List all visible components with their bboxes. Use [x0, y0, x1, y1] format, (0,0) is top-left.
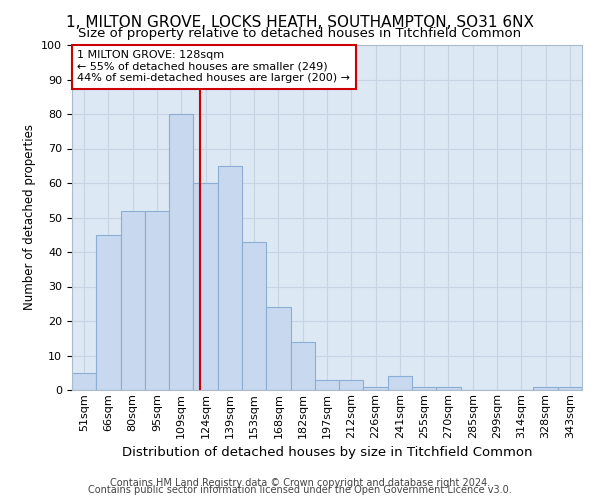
Bar: [96, 235, 121, 390]
Bar: [388, 376, 412, 390]
Bar: [339, 380, 364, 390]
Bar: [436, 386, 461, 390]
Text: Size of property relative to detached houses in Titchfield Common: Size of property relative to detached ho…: [79, 28, 521, 40]
X-axis label: Distribution of detached houses by size in Titchfield Common: Distribution of detached houses by size …: [122, 446, 532, 459]
Bar: [290, 342, 315, 390]
Bar: [315, 380, 339, 390]
Bar: [364, 386, 388, 390]
Bar: [193, 183, 218, 390]
Bar: [558, 386, 582, 390]
Y-axis label: Number of detached properties: Number of detached properties: [23, 124, 36, 310]
Text: Contains HM Land Registry data © Crown copyright and database right 2024.: Contains HM Land Registry data © Crown c…: [110, 478, 490, 488]
Bar: [266, 307, 290, 390]
Bar: [145, 210, 169, 390]
Text: Contains public sector information licensed under the Open Government Licence v3: Contains public sector information licen…: [88, 485, 512, 495]
Bar: [533, 386, 558, 390]
Bar: [121, 210, 145, 390]
Text: 1 MILTON GROVE: 128sqm
← 55% of detached houses are smaller (249)
44% of semi-de: 1 MILTON GROVE: 128sqm ← 55% of detached…: [77, 50, 350, 84]
Bar: [72, 373, 96, 390]
Bar: [218, 166, 242, 390]
Text: 1, MILTON GROVE, LOCKS HEATH, SOUTHAMPTON, SO31 6NX: 1, MILTON GROVE, LOCKS HEATH, SOUTHAMPTO…: [66, 15, 534, 30]
Bar: [412, 386, 436, 390]
Bar: [169, 114, 193, 390]
Bar: [242, 242, 266, 390]
